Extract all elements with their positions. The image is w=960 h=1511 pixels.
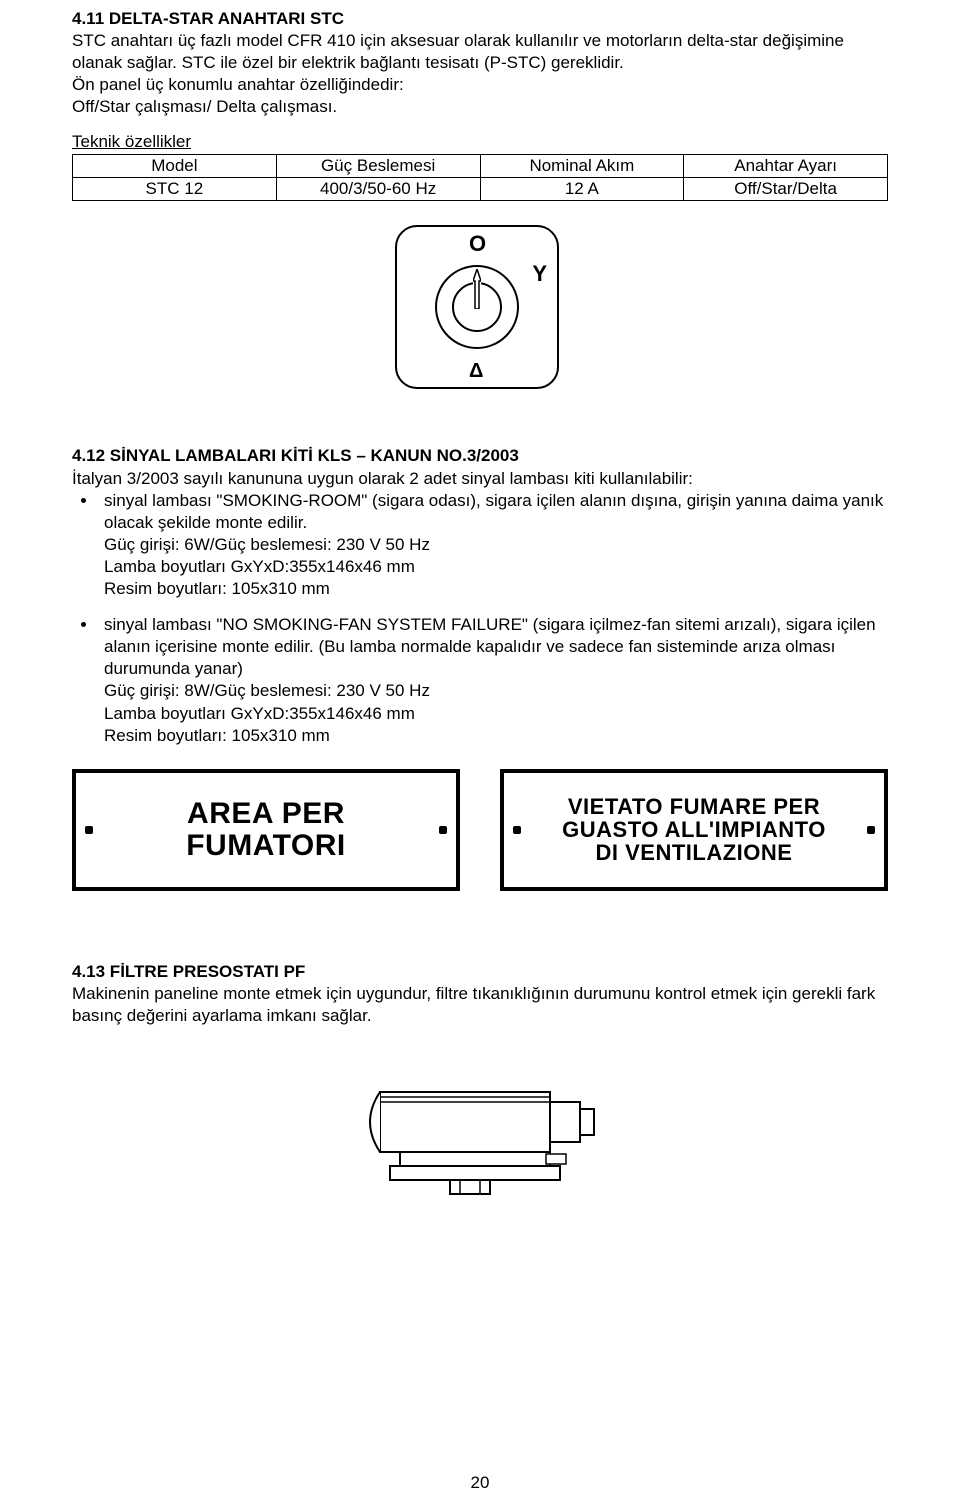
bullet2-line3: Lamba boyutları GxYxD:355x146x46 mm bbox=[104, 704, 415, 723]
sign2-line1: VIETATO FUMARE PER bbox=[568, 794, 820, 819]
section-412-intro: İtalyan 3/2003 sayılı kanununa uygun ola… bbox=[72, 468, 888, 490]
page: 4.11 DELTA-STAR ANAHTARI STC STC anahtar… bbox=[0, 0, 960, 1511]
sign2-text: VIETATO FUMARE PER GUASTO ALL'IMPIANTO D… bbox=[562, 795, 826, 864]
td-current: 12 A bbox=[480, 178, 684, 201]
tech-spec-label: Teknik özellikler bbox=[72, 132, 888, 152]
page-number: 20 bbox=[0, 1473, 960, 1493]
bullet2-line4: Resim boyutları: 105x310 mm bbox=[104, 726, 330, 745]
section-411-p2: Ön panel üç konumlu anahtar özelliğinded… bbox=[72, 74, 888, 96]
rotary-switch-figure: O Y Δ bbox=[395, 225, 565, 405]
mount-dot-icon bbox=[439, 826, 447, 834]
section-412-title: 4.12 SİNYAL LAMBALARI KİTİ KLS – KANUN N… bbox=[72, 445, 888, 467]
table-row: STC 12 400/3/50-60 Hz 12 A Off/Star/Delt… bbox=[73, 178, 888, 201]
dial-pointer-icon bbox=[473, 269, 481, 309]
section-411-p1: STC anahtarı üç fazlı model CFR 410 için… bbox=[72, 30, 888, 74]
mount-dot-icon bbox=[85, 826, 93, 834]
bullet1-line4: Resim boyutları: 105x310 mm bbox=[104, 579, 330, 598]
sign2-line2: GUASTO ALL'IMPIANTO bbox=[562, 817, 826, 842]
switch-label-o: O bbox=[469, 231, 486, 257]
th-model: Model bbox=[73, 155, 277, 178]
sign1-line1: AREA PER bbox=[187, 797, 345, 830]
section-413-title: 4.13 FİLTRE PRESOSTATI PF bbox=[72, 961, 888, 983]
table-header-row: Model Güç Beslemesi Nominal Akım Anahtar… bbox=[73, 155, 888, 178]
sign2-line3: DI VENTILAZIONE bbox=[596, 840, 793, 865]
sign1-text: AREA PER FUMATORI bbox=[186, 798, 346, 861]
pressostat-figure bbox=[350, 1057, 610, 1212]
th-power: Güç Beslemesi bbox=[276, 155, 480, 178]
mount-dot-icon bbox=[513, 826, 521, 834]
bullet2-line2: Güç girişi: 8W/Güç beslemesi: 230 V 50 H… bbox=[104, 681, 430, 700]
switch-label-delta: Δ bbox=[469, 360, 483, 383]
section-411-p3: Off/Star çalışması/ Delta çalışması. bbox=[72, 96, 888, 118]
td-setting: Off/Star/Delta bbox=[684, 178, 888, 201]
list-item: sinyal lambası "SMOKING-ROOM" (sigara od… bbox=[98, 490, 888, 600]
sign-smoking-room: AREA PER FUMATORI bbox=[72, 769, 460, 891]
th-current: Nominal Akım bbox=[480, 155, 684, 178]
sign-no-smoking: VIETATO FUMARE PER GUASTO ALL'IMPIANTO D… bbox=[500, 769, 888, 891]
td-power: 400/3/50-60 Hz bbox=[276, 178, 480, 201]
sign-images-row: AREA PER FUMATORI VIETATO FUMARE PER GUA… bbox=[72, 769, 888, 891]
switch-label-y: Y bbox=[532, 261, 547, 287]
td-model: STC 12 bbox=[73, 178, 277, 201]
section-413-p1: Makinenin paneline monte etmek için uygu… bbox=[72, 983, 888, 1027]
section-411-title: 4.11 DELTA-STAR ANAHTARI STC bbox=[72, 8, 888, 30]
spec-table: Model Güç Beslemesi Nominal Akım Anahtar… bbox=[72, 154, 888, 201]
mount-dot-icon bbox=[867, 826, 875, 834]
sign1-line2: FUMATORI bbox=[186, 829, 346, 862]
bullet1-line2: Güç girişi: 6W/Güç beslemesi: 230 V 50 H… bbox=[104, 535, 430, 554]
pressostat-icon bbox=[350, 1057, 610, 1207]
bullet1-line3: Lamba boyutları GxYxD:355x146x46 mm bbox=[104, 557, 415, 576]
th-setting: Anahtar Ayarı bbox=[684, 155, 888, 178]
signal-lamp-list: sinyal lambası "SMOKING-ROOM" (sigara od… bbox=[72, 490, 888, 747]
bullet1-line1: sinyal lambası "SMOKING-ROOM" (sigara od… bbox=[104, 491, 883, 532]
bullet2-line1: sinyal lambası "NO SMOKING-FAN SYSTEM FA… bbox=[104, 615, 876, 678]
list-item: sinyal lambası "NO SMOKING-FAN SYSTEM FA… bbox=[98, 614, 888, 747]
switch-plate-icon: O Y Δ bbox=[395, 225, 559, 389]
